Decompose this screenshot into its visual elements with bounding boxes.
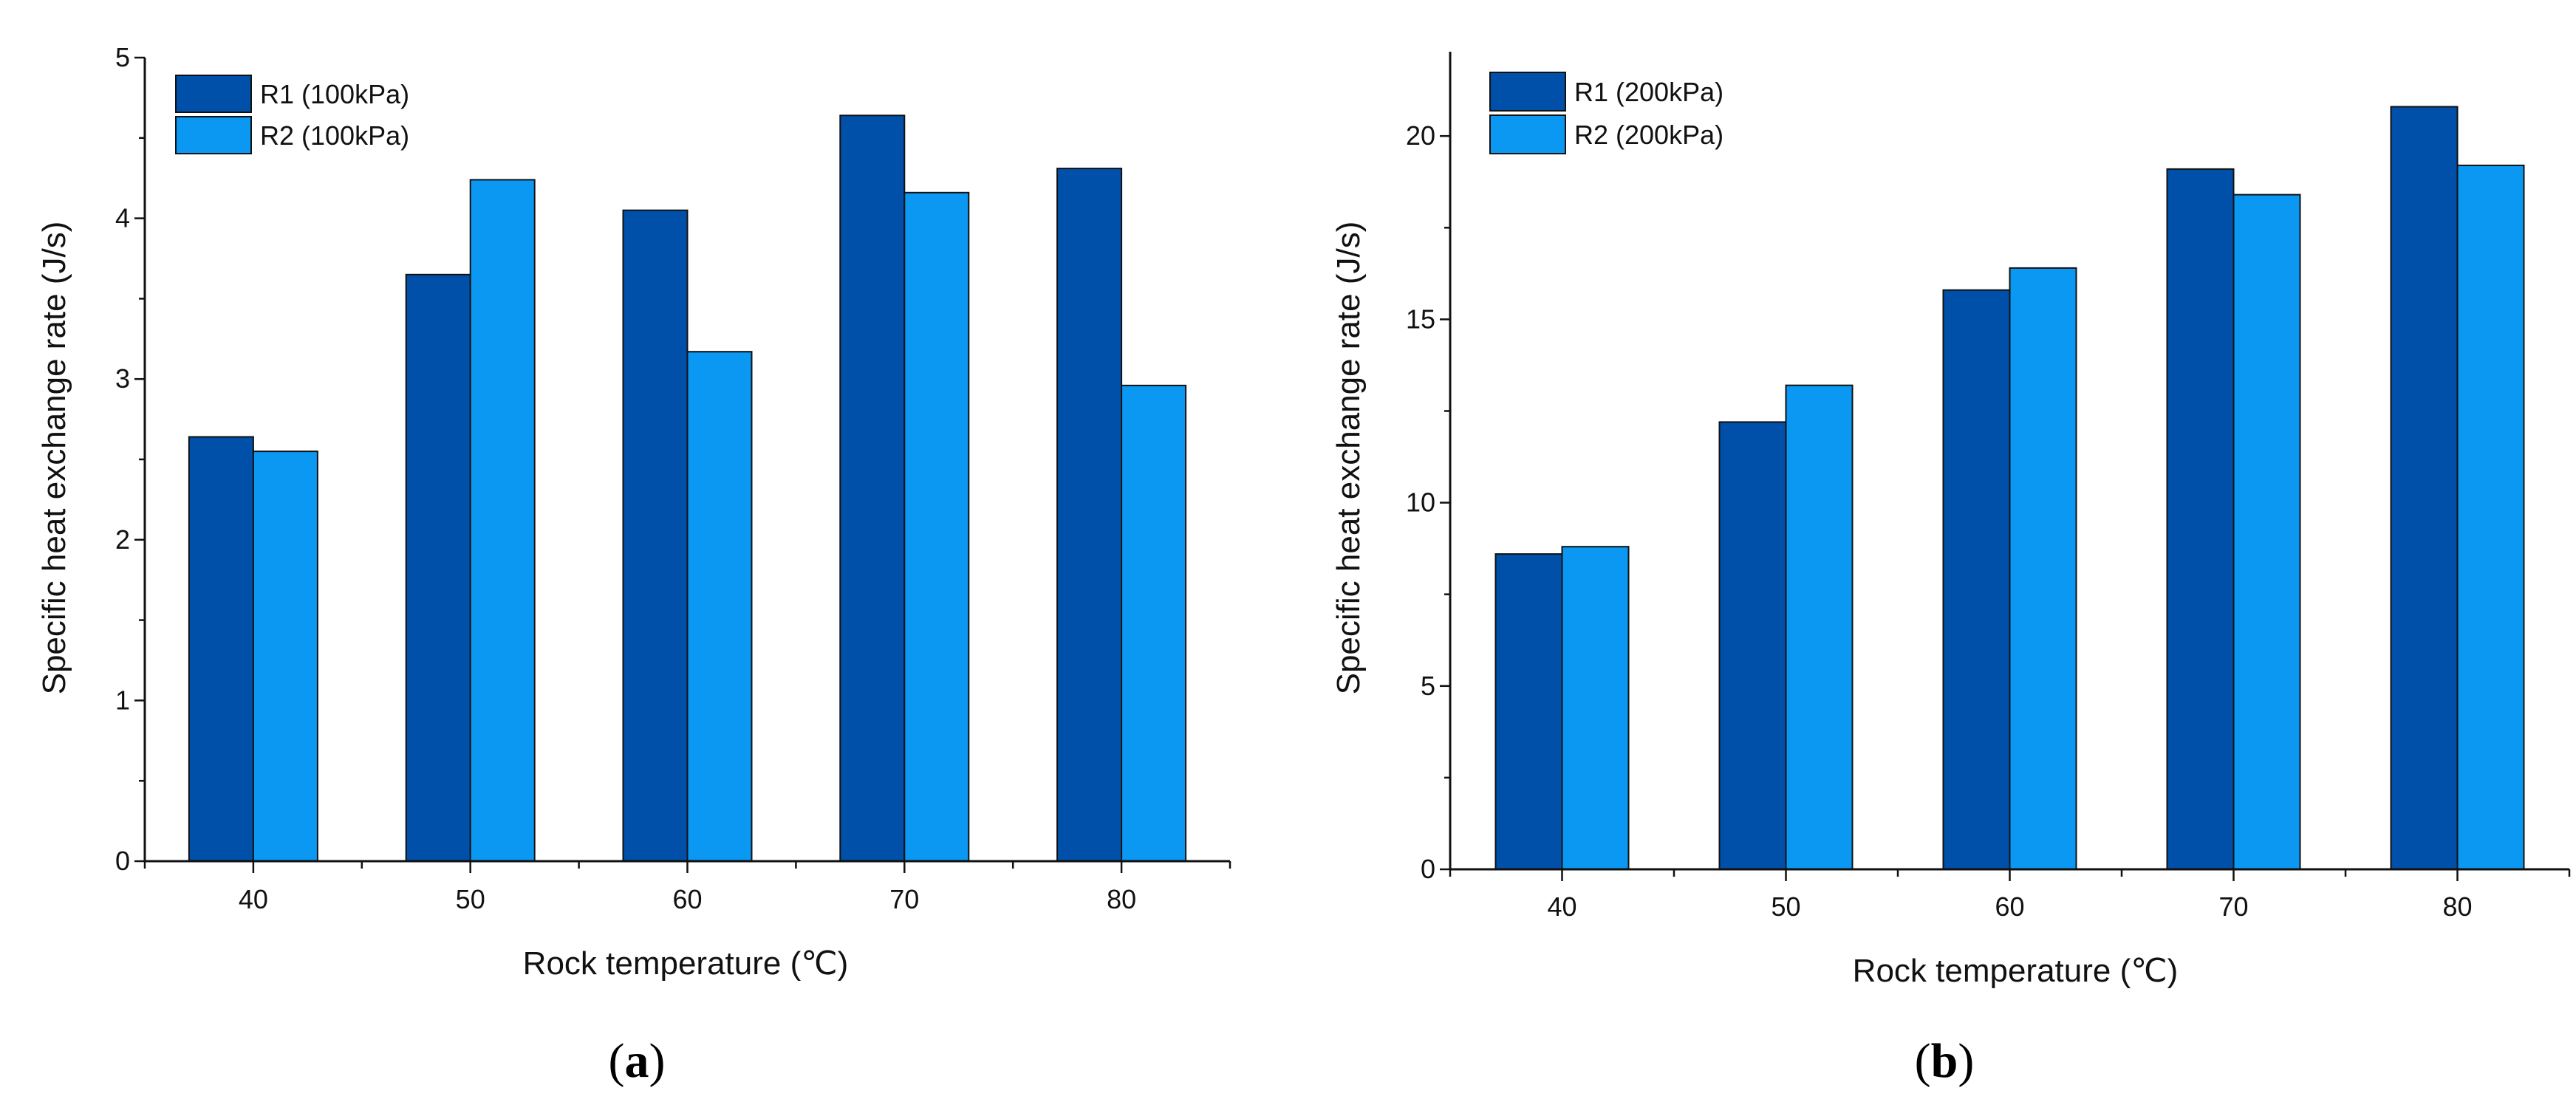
chart-b-bar-s1-40 <box>1494 553 1563 870</box>
legend-swatch-1 <box>175 75 252 113</box>
x-tick-label: 50 <box>1771 891 1800 922</box>
y-tick-label: 2 <box>115 524 130 555</box>
x-tick-label: 50 <box>456 884 485 914</box>
y-tick-label: 5 <box>115 42 130 72</box>
chart-a-bar-s1-70 <box>839 114 906 863</box>
chart-a-legend: R1 (100kPa) R2 (100kPa) <box>175 75 409 154</box>
chart-a-panel-label: (a) <box>609 1034 666 1088</box>
y-tick-label: 10 <box>1406 487 1435 518</box>
legend-label-2: R2 (100kPa) <box>260 120 409 151</box>
chart-a-ylabel: Specific heat exchange rate (J/s) <box>36 222 72 695</box>
chart-a-panel-letter: a <box>625 1034 649 1088</box>
chart-a-bar-s1-50 <box>405 273 471 862</box>
chart-a-bar-s2-40 <box>252 451 318 862</box>
y-tick-label: 3 <box>115 363 130 394</box>
x-tick-label: 40 <box>1547 891 1576 922</box>
chart-b-bar-s1-80 <box>2390 106 2459 870</box>
chart-b-ticks: 40 50 60 70 80 0 5 10 15 20 <box>1406 120 2571 922</box>
x-tick-label: 80 <box>2442 891 2472 922</box>
chart-b-panel-letter: b <box>1931 1034 1958 1088</box>
chart-b-bar-s2-60 <box>2009 267 2077 870</box>
chart-b-legend: R1 (200kPa) R2 (200kPa) <box>1489 72 1723 154</box>
chart-a-bar-s2-60 <box>686 351 753 862</box>
chart-b-bars <box>1494 106 2525 871</box>
chart-b-xlabel: Rock temperature (℃) <box>1853 953 2179 989</box>
chart-b-panel-label: (b) <box>1915 1034 1975 1088</box>
chart-b-ylabel: Specific heat exchange rate (J/s) <box>1330 222 1367 695</box>
y-tick-label: 0 <box>1421 854 1435 884</box>
legend-label-2: R2 (200kPa) <box>1574 120 1723 150</box>
chart-a-bar-s1-40 <box>188 436 254 862</box>
x-tick-label: 40 <box>239 884 268 914</box>
chart-b-bar-s1-50 <box>1718 421 1787 870</box>
x-tick-label: 80 <box>1107 884 1136 914</box>
chart-b-bar-s2-40 <box>1561 546 1630 870</box>
chart-a-ticks: 40 50 60 70 80 0 1 2 3 4 5 <box>115 42 1231 914</box>
chart-b-bar-s2-80 <box>2456 164 2525 870</box>
chart-a-bar-s2-80 <box>1121 384 1187 862</box>
chart-a-bar-s1-60 <box>622 209 689 862</box>
chart-b-bar-s1-60 <box>1942 289 2011 870</box>
chart-a-xlabel: Rock temperature (℃) <box>523 945 849 982</box>
chart-a-bar-s1-80 <box>1056 168 1123 863</box>
legend-swatch-2 <box>1489 114 1566 154</box>
y-tick-label: 0 <box>115 846 130 876</box>
chart-b-bar-s1-70 <box>2166 168 2235 870</box>
chart-a-bar-s2-70 <box>903 191 970 862</box>
legend-swatch-1 <box>1489 72 1566 112</box>
y-tick-label: 4 <box>115 203 130 233</box>
x-tick-label: 70 <box>2218 891 2248 922</box>
legend-swatch-2 <box>175 116 252 154</box>
chart-b-bar-s2-70 <box>2232 194 2301 871</box>
chart-a-bar-s2-50 <box>469 179 536 862</box>
chart-b-bar-s2-50 <box>1785 384 1854 870</box>
legend-label-1: R1 (200kPa) <box>1574 77 1723 107</box>
y-tick-label: 20 <box>1406 120 1435 151</box>
chart-a-bars <box>188 114 1187 863</box>
legend-label-1: R1 (100kPa) <box>260 79 409 109</box>
x-tick-label: 60 <box>1995 891 2024 922</box>
y-tick-label: 5 <box>1421 671 1435 701</box>
y-tick-label: 1 <box>115 685 130 715</box>
x-tick-label: 60 <box>672 884 702 914</box>
y-tick-label: 15 <box>1406 304 1435 334</box>
x-tick-label: 70 <box>889 884 919 914</box>
chart-b: 40 50 60 70 80 0 5 10 15 20 R1 (200kPa) R2 (200kPa… <box>1330 52 2571 1088</box>
